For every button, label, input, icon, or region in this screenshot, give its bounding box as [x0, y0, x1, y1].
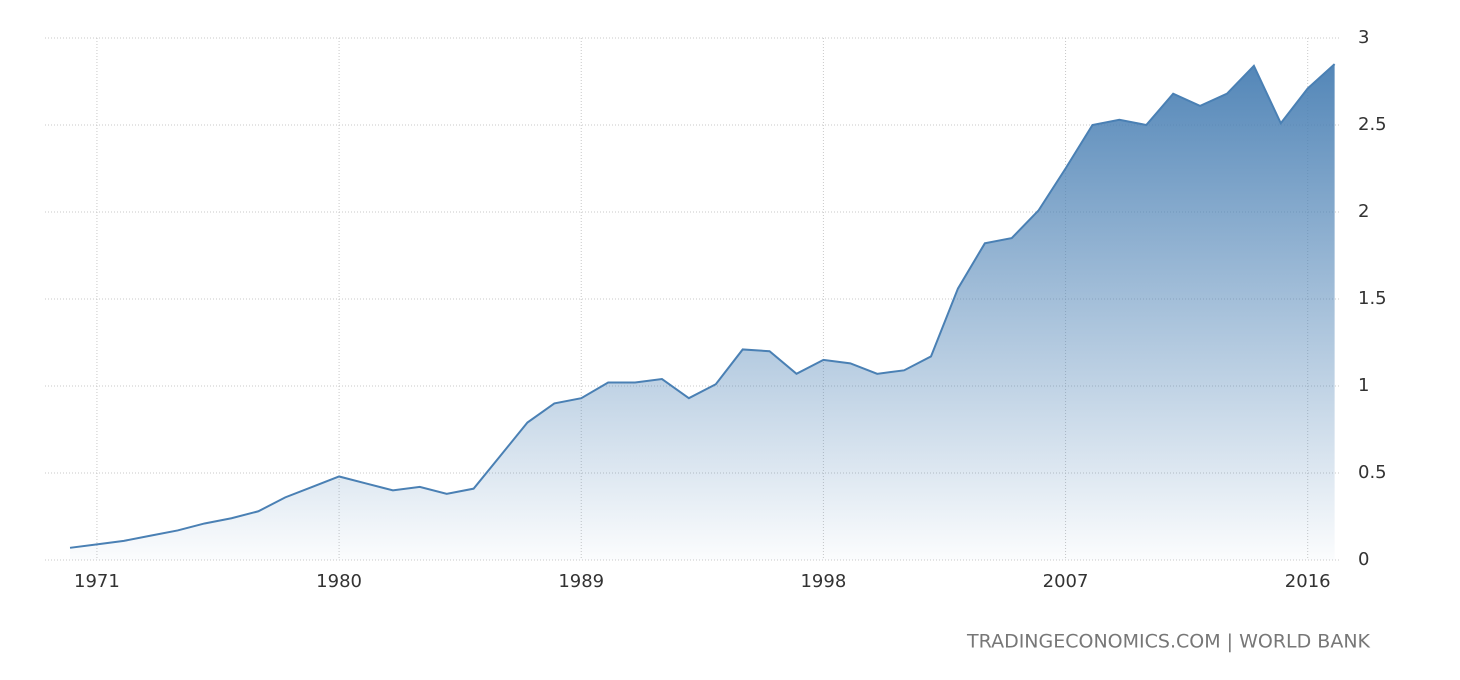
y-tick-label: 1 — [1358, 375, 1369, 396]
y-tick-label: 3 — [1358, 27, 1369, 48]
y-tick-label: 0 — [1358, 549, 1369, 570]
area-line — [69, 63, 1336, 549]
x-tick-label: 2016 — [1285, 571, 1331, 592]
y-tick-label: 2.5 — [1358, 114, 1387, 135]
source-credit: TRADINGECONOMICS.COM | WORLD BANK — [966, 631, 1371, 653]
y-tick-label: 0.5 — [1358, 462, 1387, 483]
x-tick-label: 2007 — [1043, 571, 1089, 592]
x-tick-label: 1998 — [800, 571, 846, 592]
area-fill — [70, 64, 1335, 560]
y-tick-label: 2 — [1358, 201, 1369, 222]
x-tick-label: 1980 — [316, 571, 362, 592]
x-tick-label: 1971 — [74, 571, 120, 592]
x-tick-label: 1989 — [558, 571, 604, 592]
y-tick-label: 1.5 — [1358, 288, 1387, 309]
